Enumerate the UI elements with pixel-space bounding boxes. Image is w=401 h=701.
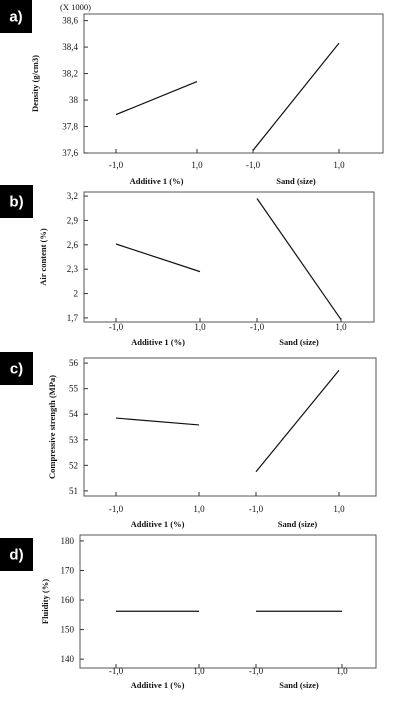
y-tick-label: 3,2 [67, 191, 78, 201]
y-tick-label: 38,2 [62, 69, 78, 79]
main-effect-line [256, 198, 342, 320]
x-axis-label: Sand (size) [278, 519, 318, 529]
y-tick-label: 170 [61, 565, 75, 575]
x-axis-label: Sand (size) [276, 176, 316, 186]
panel-badge: b) [0, 185, 33, 218]
y-tick-label: 2 [74, 289, 79, 299]
y-tick-label: 53 [69, 435, 79, 445]
panel-badge-bg [0, 538, 33, 571]
main-effect-line [115, 417, 200, 426]
panel-label: d) [9, 547, 23, 564]
y-tick-label: 37,8 [62, 122, 78, 132]
x-tick-label: -1,0 [109, 666, 124, 676]
panel-label: b) [9, 194, 23, 211]
x-axis-label: Sand (size) [279, 680, 319, 690]
main-effect-line [255, 369, 340, 473]
y-axis-label: Compressive strength (MPa) [47, 375, 57, 479]
panel-label: a) [9, 9, 22, 26]
main-effect-line [115, 80, 198, 116]
x-tick-label: 1,0 [336, 666, 348, 676]
x-axis-label: Sand (size) [279, 337, 319, 347]
panel-b: b) 1,7 2 2,3 2,6 2,9 3,2 Air content (%) -1,0 1,0… [0, 185, 375, 347]
y-tick-label: 38,6 [62, 16, 78, 26]
plot-frame [83, 357, 377, 497]
panel-badge: d) [0, 538, 33, 571]
y-tick-label: 140 [61, 654, 75, 664]
y-tick-label: 38 [69, 95, 79, 105]
x-tick-label: 1,0 [193, 504, 205, 514]
panel-badge: c) [0, 352, 33, 385]
panel-badge: a) [0, 0, 32, 33]
x-axis-label: Additive 1 (%) [131, 519, 185, 529]
y-tick-label: 54 [69, 409, 79, 419]
x-tick-label: -1,0 [109, 160, 124, 170]
x-tick-label: 1,0 [335, 322, 347, 332]
panel-badge-bg [0, 185, 33, 218]
x-tick-label: -1,0 [109, 322, 124, 332]
x-tick-label: -1,0 [249, 666, 264, 676]
panel-d: d) 140 150 160 170 180 Fluidity (%) -1,0 1,0 Addi… [0, 534, 377, 690]
panel-c: c) 51 52 53 54 55 56 Compressive strength (MPa)… [0, 352, 377, 529]
x-tick-label: 1,0 [191, 160, 203, 170]
x-tick-label: -1,0 [249, 504, 264, 514]
x-axis-label: Additive 1 (%) [131, 337, 185, 347]
panel-label: c) [10, 361, 23, 378]
y-tick-label: 38,4 [62, 42, 78, 52]
x-tick-label: 1,0 [333, 160, 345, 170]
x-tick-label: 1,0 [194, 322, 206, 332]
panel-badge-bg [0, 352, 33, 385]
x-axis-label: Additive 1 (%) [131, 680, 185, 690]
panel-badge-bg [0, 0, 32, 33]
y-tick-label: 52 [69, 460, 78, 470]
y-tick-label: 160 [61, 595, 75, 605]
main-effect-line [115, 243, 201, 273]
main-effect-line [252, 42, 340, 151]
plot-frame [83, 13, 384, 154]
y-multiplier: (X 1000) [60, 2, 91, 12]
y-tick-label: 51 [69, 486, 78, 496]
plot-frame [83, 191, 375, 323]
y-tick-label: 150 [61, 625, 75, 635]
y-tick-label: 56 [69, 358, 79, 368]
y-tick-label: 55 [69, 384, 79, 394]
y-axis-label: Air content (%) [38, 228, 48, 286]
x-tick-label: 1,0 [333, 504, 345, 514]
y-axis-label: Fluidity (%) [40, 579, 50, 624]
x-tick-label: -1,0 [250, 322, 265, 332]
x-tick-label: -1,0 [246, 160, 261, 170]
y-axis-label: Density (g/cm3) [30, 55, 40, 112]
y-tick-label: 2,6 [67, 240, 79, 250]
y-tick-label: 180 [61, 536, 75, 546]
plot-frame [79, 534, 377, 669]
y-tick-label: 2,9 [67, 215, 79, 225]
panel-a: a) 37,6 37,8 38 38,2 38,4 38,6 Density (g/cm3) (… [0, 0, 384, 186]
y-tick-label: 1,7 [67, 313, 79, 323]
x-tick-label: -1,0 [109, 504, 124, 514]
y-tick-label: 2,3 [67, 264, 79, 274]
x-axis-label: Additive 1 (%) [130, 176, 184, 186]
x-tick-label: 1,0 [193, 666, 205, 676]
y-tick-label: 37,6 [62, 148, 78, 158]
